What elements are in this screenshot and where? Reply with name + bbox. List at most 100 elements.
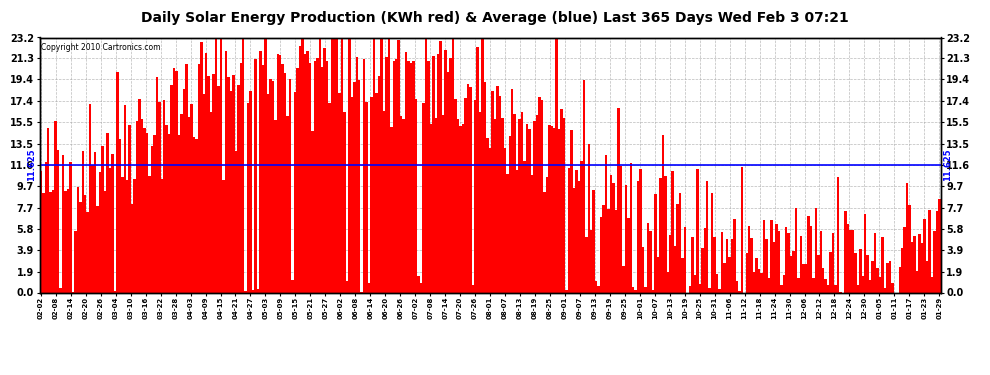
- Bar: [859, 249, 861, 292]
- Bar: [699, 284, 701, 292]
- Bar: [815, 208, 817, 292]
- Bar: [879, 277, 881, 292]
- Bar: [654, 194, 656, 292]
- Bar: [51, 190, 54, 292]
- Bar: [281, 64, 284, 292]
- Bar: [425, 38, 427, 292]
- Bar: [153, 135, 155, 292]
- Bar: [256, 290, 259, 292]
- Bar: [363, 59, 365, 292]
- Bar: [694, 275, 696, 292]
- Bar: [466, 84, 469, 292]
- Bar: [235, 152, 237, 292]
- Bar: [339, 93, 341, 292]
- Bar: [881, 237, 884, 292]
- Bar: [914, 236, 916, 292]
- Bar: [198, 64, 200, 292]
- Bar: [271, 81, 274, 292]
- Bar: [341, 38, 344, 292]
- Bar: [511, 89, 514, 292]
- Bar: [620, 166, 622, 292]
- Bar: [734, 219, 736, 292]
- Bar: [440, 41, 442, 292]
- Bar: [545, 177, 548, 292]
- Bar: [451, 38, 454, 292]
- Bar: [760, 273, 762, 292]
- Bar: [802, 264, 805, 292]
- Bar: [476, 48, 479, 292]
- Bar: [911, 242, 914, 292]
- Bar: [573, 188, 575, 292]
- Bar: [560, 110, 563, 292]
- Bar: [919, 234, 921, 292]
- Bar: [464, 98, 466, 292]
- Bar: [800, 236, 802, 292]
- Bar: [721, 232, 724, 292]
- Bar: [597, 286, 600, 292]
- Bar: [904, 227, 906, 292]
- Bar: [442, 115, 445, 292]
- Bar: [649, 231, 651, 292]
- Bar: [630, 164, 632, 292]
- Bar: [218, 86, 220, 292]
- Bar: [402, 119, 405, 292]
- Bar: [111, 154, 114, 292]
- Bar: [353, 82, 355, 292]
- Bar: [494, 119, 496, 292]
- Bar: [568, 168, 570, 292]
- Bar: [420, 282, 422, 292]
- Bar: [876, 268, 879, 292]
- Bar: [59, 288, 61, 292]
- Bar: [805, 264, 807, 292]
- Bar: [266, 94, 269, 292]
- Bar: [155, 77, 158, 292]
- Bar: [534, 121, 536, 292]
- Bar: [346, 281, 348, 292]
- Bar: [506, 174, 509, 292]
- Bar: [289, 78, 291, 292]
- Bar: [637, 181, 640, 292]
- Bar: [446, 72, 449, 292]
- Bar: [84, 195, 86, 292]
- Bar: [91, 165, 94, 292]
- Bar: [395, 58, 398, 292]
- Bar: [835, 285, 837, 292]
- Bar: [121, 177, 124, 292]
- Bar: [777, 231, 780, 292]
- Bar: [625, 185, 627, 292]
- Bar: [385, 57, 388, 292]
- Bar: [74, 231, 76, 292]
- Bar: [489, 148, 491, 292]
- Bar: [227, 78, 230, 292]
- Bar: [119, 140, 121, 292]
- Bar: [585, 237, 587, 292]
- Bar: [635, 291, 637, 292]
- Bar: [101, 146, 104, 292]
- Bar: [410, 63, 412, 292]
- Bar: [745, 253, 748, 292]
- Bar: [602, 205, 605, 292]
- Bar: [521, 112, 524, 292]
- Bar: [319, 38, 321, 292]
- Bar: [124, 105, 126, 292]
- Bar: [741, 167, 743, 292]
- Bar: [348, 38, 350, 292]
- Bar: [832, 233, 835, 292]
- Bar: [514, 114, 516, 292]
- Bar: [183, 89, 185, 292]
- Bar: [775, 224, 777, 292]
- Bar: [79, 202, 81, 292]
- Bar: [225, 51, 227, 292]
- Bar: [524, 161, 526, 292]
- Bar: [190, 104, 193, 292]
- Bar: [651, 290, 654, 292]
- Bar: [131, 204, 134, 292]
- Bar: [565, 290, 568, 292]
- Bar: [726, 239, 729, 292]
- Bar: [544, 192, 545, 292]
- Bar: [748, 226, 750, 292]
- Bar: [456, 119, 459, 292]
- Bar: [580, 161, 582, 292]
- Bar: [592, 190, 595, 292]
- Bar: [676, 204, 679, 292]
